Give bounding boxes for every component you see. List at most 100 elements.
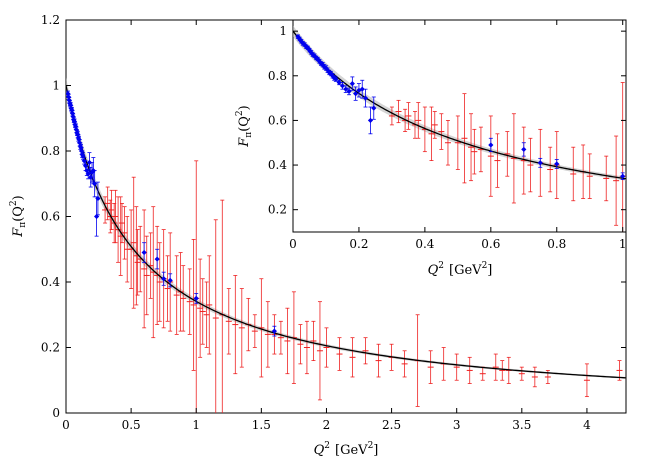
inset-fit-curve (293, 30, 626, 180)
blue-diamond-marker (356, 87, 362, 93)
red-data-point (547, 146, 554, 193)
main-blue-series (66, 90, 277, 337)
red-data-point (264, 301, 271, 368)
blue-diamond-marker (66, 94, 72, 100)
x-tick-label: 0 (62, 418, 70, 432)
red-data-point (156, 242, 163, 322)
inset-plot-panel: 0 0.2 0.4 0.6 0.8 1 0.2 0.4 0.6 0.8 1 Q2 [GeV2] Fπ… (235, 19, 627, 278)
blue-diamond-marker (313, 55, 319, 61)
y-tick-label: 0.2 (268, 203, 287, 217)
red-data-point (277, 320, 284, 355)
blue-data-point (371, 96, 377, 120)
y-tick-label: 0.4 (41, 275, 60, 289)
x-tick-label: 1 (192, 418, 200, 432)
inset-x-axis-ticks: 0 0.2 0.4 0.6 0.8 1 (289, 20, 627, 251)
red-data-point (405, 102, 412, 130)
x-tick-label: 0 (289, 237, 297, 251)
blue-diamond-marker (343, 86, 349, 92)
x-tick-label: 0.2 (349, 237, 368, 251)
red-data-point (141, 209, 148, 329)
red-data-point (323, 327, 330, 368)
blue-diamond-marker (73, 123, 79, 130)
red-data-point (499, 360, 506, 381)
red-data-point (197, 258, 204, 358)
x-tick-label: 1.5 (252, 418, 271, 432)
blue-diamond-marker (71, 118, 78, 125)
x-tick-label: 0.8 (547, 237, 566, 251)
red-data-point (303, 320, 310, 375)
inset-y-axis-ticks: 0.2 0.4 0.6 0.8 1 (268, 24, 626, 217)
red-data-point (453, 353, 460, 381)
blue-diamond-marker (305, 45, 311, 51)
blue-diamond-marker (554, 161, 560, 167)
blue-data-point (359, 79, 365, 99)
red-data-point (454, 115, 461, 170)
red-data-point (468, 113, 475, 182)
blue-data-point (336, 79, 342, 86)
red-data-point (112, 189, 119, 244)
blue-diamond-marker (69, 110, 76, 116)
x-tick-label: 3 (453, 418, 461, 432)
blue-data-point (554, 159, 560, 169)
blue-data-point (349, 76, 355, 91)
red-data-point (336, 337, 343, 371)
red-data-point (583, 363, 590, 398)
red-data-point (518, 366, 525, 381)
red-data-point (388, 106, 395, 126)
red-data-point (212, 219, 219, 413)
blue-diamond-marker (367, 117, 374, 124)
red-data-point (143, 235, 150, 316)
blue-diamond-marker (193, 295, 199, 301)
red-data-point (438, 113, 445, 150)
red-data-point (206, 255, 213, 355)
blue-diamond-marker (141, 249, 147, 256)
x-tick-label: 0.4 (415, 237, 434, 251)
blue-data-point (353, 86, 359, 101)
blue-diamond-marker (318, 60, 324, 67)
inset-x-axis-label: Q2 [GeV2] (428, 261, 493, 278)
inset-blue-series (295, 34, 626, 180)
red-data-point (190, 239, 197, 371)
red-data-point (186, 268, 193, 335)
blue-diamond-marker (311, 53, 318, 59)
red-data-point (427, 350, 434, 384)
red-data-point (401, 350, 408, 378)
blue-diamond-marker (521, 146, 527, 153)
fit-line (66, 85, 626, 379)
blue-data-point (362, 88, 369, 108)
blue-diamond-marker (69, 107, 75, 113)
y-tick-label: 0.4 (268, 158, 287, 172)
blue-data-point (193, 293, 199, 304)
x-tick-label: 0.6 (481, 237, 500, 251)
blue-data-point (343, 85, 349, 93)
red-data-point (527, 137, 534, 193)
red-data-point (251, 314, 258, 348)
red-data-point (494, 133, 501, 188)
x-tick-label: 2 (323, 418, 331, 432)
red-data-point (134, 229, 141, 296)
x-tick-label: 4 (583, 418, 591, 432)
red-data-point (444, 120, 451, 166)
blue-diamond-marker (154, 256, 160, 262)
red-data-point (173, 255, 180, 335)
blue-diamond-marker (336, 79, 342, 86)
red-data-point (130, 176, 137, 309)
red-data-point (492, 353, 499, 381)
blue-data-point (537, 157, 543, 168)
inset-plot-frame (292, 19, 627, 233)
red-data-point (119, 202, 125, 244)
blue-data-point (141, 242, 147, 263)
blue-diamond-marker (161, 276, 167, 282)
blue-diamond-marker (306, 47, 313, 53)
blue-data-point (271, 325, 277, 337)
blue-data-point (339, 82, 346, 90)
blue-data-point (154, 248, 160, 270)
blue-diamond-marker (95, 195, 101, 202)
red-data-point (238, 288, 245, 368)
red-data-point (180, 265, 187, 332)
red-data-point (349, 337, 356, 378)
blue-diamond-marker (537, 160, 543, 166)
red-data-point (104, 186, 111, 221)
red-data-point (431, 111, 438, 139)
